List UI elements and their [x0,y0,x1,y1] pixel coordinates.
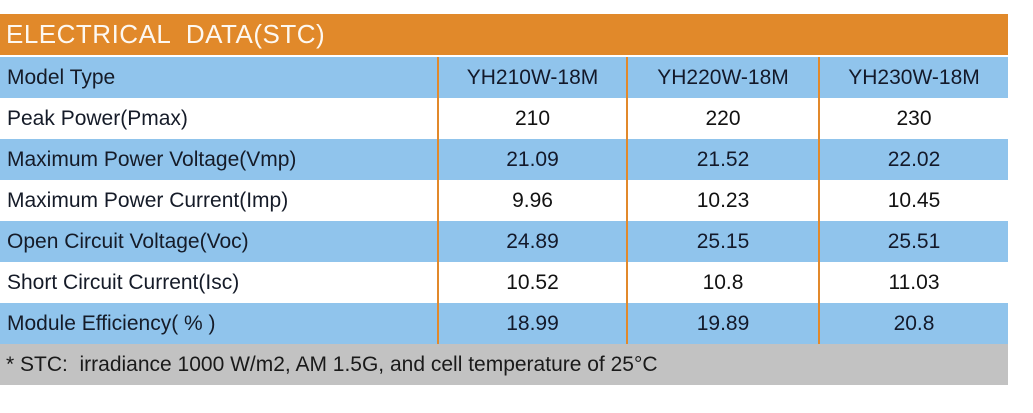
row-label: Model Type [7,65,116,89]
model-column-header: YH230W-18M [818,57,1008,98]
stc-footnote-bar: * STC: irradiance 1000 W/m2, AM 1.5G, an… [0,344,1008,385]
table-title: ELECTRICAL DATA(STC) [6,19,326,49]
row-value: 21.09 [437,139,626,180]
row-value: 18.99 [437,303,626,344]
row-value: 10.52 [437,262,626,303]
model-column-header: YH210W-18M [437,57,626,98]
row-value: 210 [437,98,626,139]
table-row: Maximum Power Current(Imp) 9.96 10.23 10… [0,180,1008,221]
row-label: Maximum Power Voltage(Vmp) [7,147,297,171]
table-row: Open Circuit Voltage(Voc) 24.89 25.15 25… [0,221,1008,262]
table-row: Module Efficiency( % ) 18.99 19.89 20.8 [0,303,1008,344]
table-header-row: Model Type YH210W-18M YH220W-18M YH230W-… [0,57,1008,98]
row-label: Short Circuit Current(Isc) [7,270,240,294]
row-label: Maximum Power Current(Imp) [7,188,289,212]
row-value: 19.89 [626,303,818,344]
row-value: 22.02 [818,139,1008,180]
row-value: 10.23 [626,180,818,221]
row-value: 25.51 [818,221,1008,262]
row-value: 9.96 [437,180,626,221]
row-value: 24.89 [437,221,626,262]
row-value: 230 [818,98,1008,139]
table-row: Peak Power(Pmax) 210 220 230 [0,98,1008,139]
table-title-bar: ELECTRICAL DATA(STC) [0,14,1008,55]
electrical-data-table: ELECTRICAL DATA(STC) Model Type YH210W-1… [0,14,1008,385]
row-value: 10.45 [818,180,1008,221]
row-label: Open Circuit Voltage(Voc) [7,229,249,253]
row-value: 220 [626,98,818,139]
row-value: 25.15 [626,221,818,262]
row-label: Module Efficiency( % ) [7,311,216,335]
row-value: 11.03 [818,262,1008,303]
table-row: Short Circuit Current(Isc) 10.52 10.8 11… [0,262,1008,303]
model-column-header: YH220W-18M [626,57,818,98]
row-value: 10.8 [626,262,818,303]
row-label: Peak Power(Pmax) [7,106,188,130]
stc-footnote: * STC: irradiance 1000 W/m2, AM 1.5G, an… [6,352,658,376]
row-value: 20.8 [818,303,1008,344]
row-value: 21.52 [626,139,818,180]
table-row: Maximum Power Voltage(Vmp) 21.09 21.52 2… [0,139,1008,180]
